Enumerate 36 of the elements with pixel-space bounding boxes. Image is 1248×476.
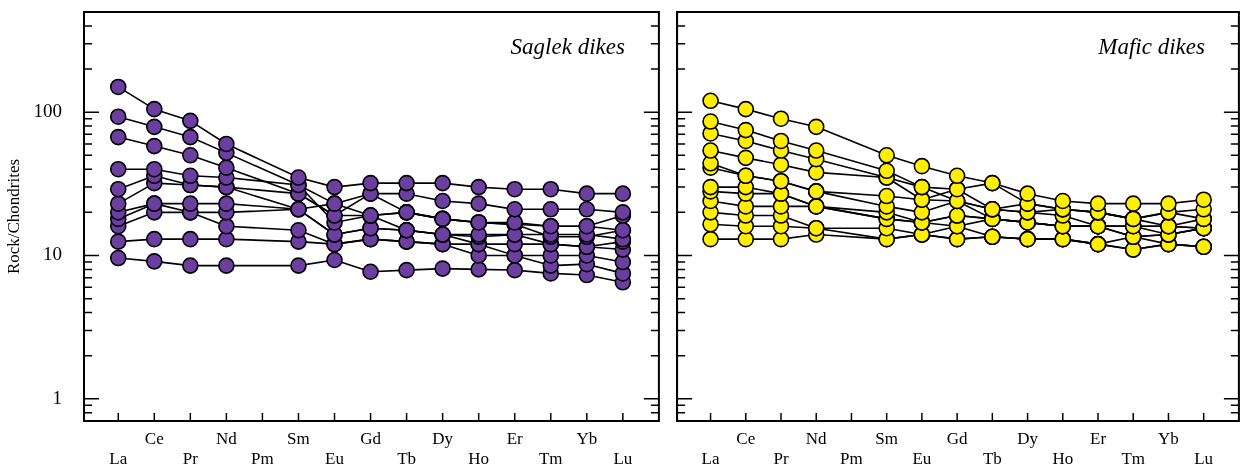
x-tick-label: Sm	[875, 428, 899, 448]
x-tick-label: Sm	[287, 428, 310, 448]
x-tick-label: Tb	[982, 449, 1002, 469]
x-tick-label: Yb	[1158, 428, 1179, 448]
y-axis-title: Rock/Chondrites	[3, 158, 23, 275]
x-tick-label: Lu	[613, 449, 633, 469]
y-tick-label: 1	[52, 386, 62, 408]
x-tick-label: Yb	[576, 428, 598, 448]
x-tick-label: Ce	[736, 428, 756, 448]
x-tick-label: La	[701, 449, 720, 469]
x-tick-label: Eu	[325, 449, 345, 469]
x-tick-label: Tm	[538, 449, 563, 469]
y-tick-label: 10	[43, 243, 62, 265]
x-tick-label: La	[109, 449, 128, 469]
text: Saglek dikes	[510, 34, 625, 60]
y-tick-label: 100	[33, 100, 62, 122]
x-tick-label: Tb	[397, 449, 417, 469]
x-tick-label: Lu	[1194, 449, 1214, 469]
x-tick-label: Dy	[432, 428, 454, 448]
x-tick-label: Dy	[1017, 428, 1039, 448]
x-tick-label: Tm	[1121, 449, 1146, 469]
text: Mafic dikes	[1097, 34, 1205, 60]
x-tick-label: Pr	[773, 449, 789, 469]
x-tick-label: Nd	[805, 428, 828, 448]
x-tick-label: Ho	[468, 449, 490, 469]
x-tick-label: Er	[506, 428, 524, 448]
x-tick-label: Ho	[1052, 449, 1074, 469]
x-tick-label: Eu	[912, 449, 932, 469]
x-tick-label: Pm	[840, 449, 863, 469]
x-tick-label: Gd	[360, 428, 382, 448]
x-tick-label: Ce	[144, 428, 164, 448]
x-tick-label: Pr	[182, 449, 199, 469]
x-tick-label: Er	[1089, 428, 1107, 448]
x-tick-label: Gd	[946, 428, 969, 448]
x-tick-label: Pm	[251, 449, 274, 469]
x-tick-label: Nd	[215, 428, 238, 448]
